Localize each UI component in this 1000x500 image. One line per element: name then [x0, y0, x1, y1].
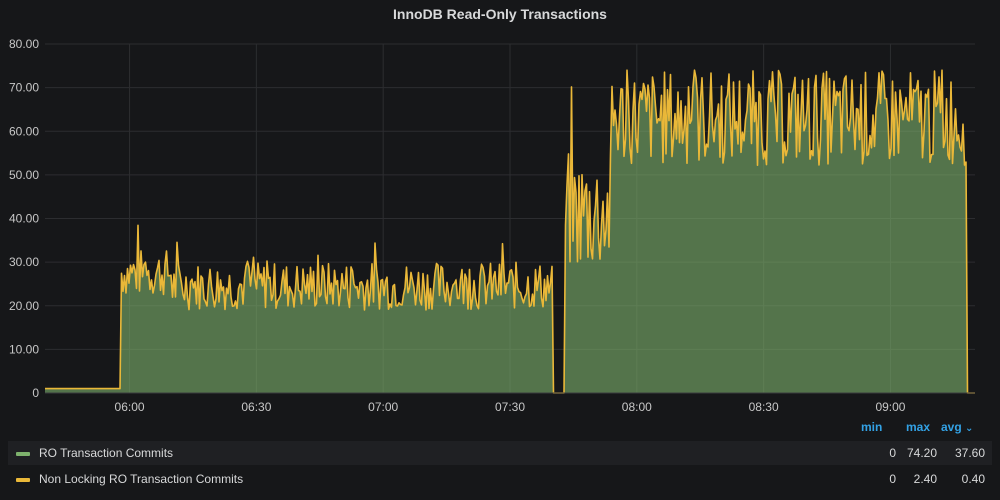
legend-series-name: Non Locking RO Transaction Commits [39, 472, 244, 486]
y-tick-label: 0 [32, 386, 39, 400]
legend-row-non-locking-commits[interactable]: Non Locking RO Transaction Commits 0 2.4… [8, 467, 992, 491]
legend-header-avg-label: avg [941, 420, 962, 434]
y-tick-label: 30.00 [9, 255, 39, 269]
legend-max-value: 2.40 [913, 472, 937, 486]
legend-swatch-non-locking [16, 478, 30, 482]
y-tick-label: 70.00 [9, 81, 39, 95]
chart-plot: 0 10.00 20.00 30.00 40.00 50.00 60.00 70.00 80.0… [9, 37, 975, 414]
y-tick-label: 50.00 [9, 168, 39, 182]
x-tick-label: 07:00 [368, 400, 398, 414]
chevron-down-icon: ⌄ [965, 423, 974, 434]
x-tick-label: 06:00 [115, 400, 145, 414]
series-line-ro-commits [45, 70, 975, 394]
x-tick-label: 06:30 [241, 400, 271, 414]
series-area-ro-commits [45, 70, 975, 393]
legend-max-value: 74.20 [906, 446, 937, 460]
legend-min-value: 0 [889, 472, 896, 486]
legend-series-name: RO Transaction Commits [39, 446, 174, 460]
y-tick-label: 60.00 [9, 124, 39, 138]
legend-swatch-ro-commits [16, 452, 30, 456]
y-tick-label: 20.00 [9, 299, 39, 313]
y-tick-label: 10.00 [9, 342, 39, 356]
x-tick-label: 09:00 [875, 400, 905, 414]
legend-header-max[interactable]: max [906, 420, 931, 434]
y-tick-label: 40.00 [9, 212, 39, 226]
x-tick-label: 07:30 [495, 400, 525, 414]
legend-header-min[interactable]: min [861, 420, 883, 434]
x-tick-label: 08:00 [622, 400, 652, 414]
panel-title[interactable]: InnoDB Read-Only Transactions [393, 6, 607, 22]
x-tick-label: 08:30 [749, 400, 779, 414]
legend-header-avg[interactable]: avg ⌄ [941, 420, 973, 434]
y-tick-label: 80.00 [9, 37, 39, 51]
legend-row-ro-commits[interactable]: RO Transaction Commits 0 74.20 37.60 [8, 441, 992, 465]
legend-min-value: 0 [889, 446, 896, 460]
legend-avg-value: 37.60 [954, 446, 985, 460]
legend-avg-value: 0.40 [961, 472, 985, 486]
